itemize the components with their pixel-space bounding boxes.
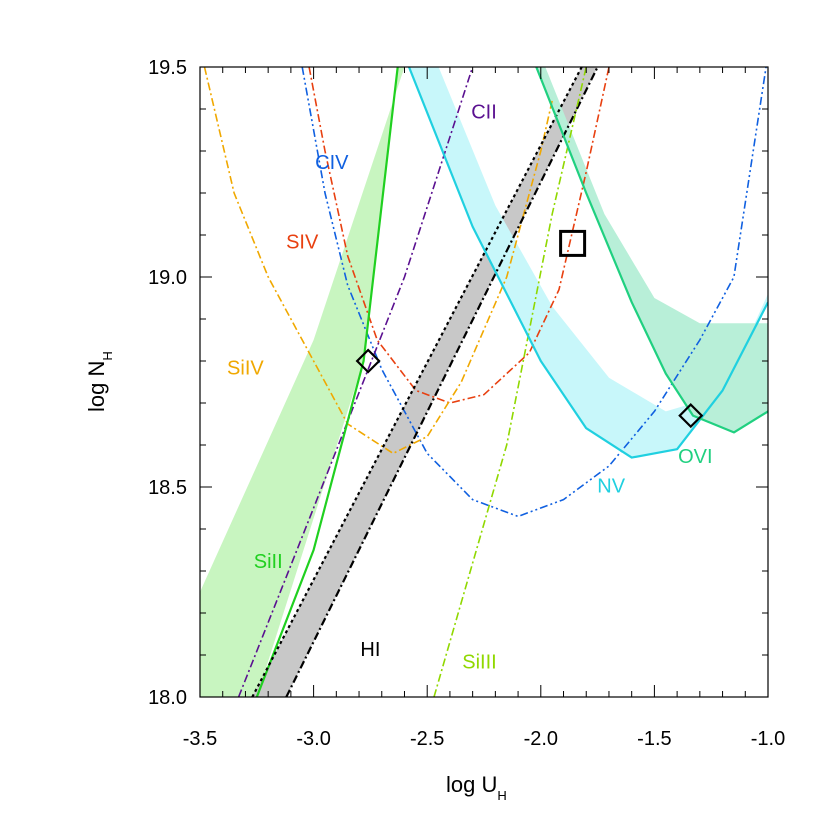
x-tick-label: -1.0 (751, 728, 785, 750)
series-line-ovi-9 (535, 67, 768, 434)
series-line-siii-4 (255, 67, 399, 697)
ticks-layer (199, 66, 769, 698)
x-tick-label: -3.5 (183, 728, 217, 750)
series-line-nv-8 (407, 67, 768, 459)
square-marker-2 (559, 229, 587, 257)
x-axis-label-sub: H (497, 788, 506, 803)
y-axis-label: log NH (84, 351, 115, 412)
diamond-marker-0 (355, 348, 381, 374)
series-layer (203, 67, 768, 697)
x-tick-label: -2.5 (410, 728, 444, 750)
series-line-hi-6 (285, 67, 599, 697)
y-tick-label: 18.5 (148, 477, 187, 499)
x-tick-label: -1.5 (637, 728, 671, 750)
x-tick-label: -3.0 (296, 728, 330, 750)
ticklabels-layer: -3.5 -3.0 -2.5 -2.0 -1.5 -1.0 18.0 18.5 19.0 19.5 (148, 57, 785, 750)
x-axis-label-main: log U (446, 772, 497, 797)
series-line-siiii-7 (433, 67, 587, 697)
series-line-civ-0 (301, 67, 767, 518)
series-line-hi-5 (251, 67, 583, 697)
band-siii-band (200, 67, 405, 697)
band-hi-band (252, 67, 598, 697)
labels-layer: CIV SIV SiIV CII SiII HI SiIII NV OVI (227, 101, 712, 673)
bands-layer (200, 67, 768, 697)
series-label-siv: SIV (286, 232, 319, 254)
plot-frame (199, 66, 769, 698)
y-tick-label: 18.0 (148, 687, 187, 709)
y-axis-label-main: log N (84, 361, 109, 412)
y-tick-label: 19.0 (148, 267, 187, 289)
series-label-cii: CII (471, 101, 497, 123)
series-label-siiv: SiIV (227, 358, 264, 380)
series-label-civ: CIV (315, 152, 349, 174)
series-line-cii-3 (237, 67, 474, 697)
series-label-siii: SiII (254, 551, 283, 573)
series-line-siv-1 (308, 67, 610, 404)
x-tick-label: -2.0 (524, 728, 558, 750)
y-axis-label-sub: H (100, 351, 115, 360)
diamond-marker-1 (678, 403, 704, 429)
y-tick-label: 19.5 (148, 57, 187, 79)
markers-layer (355, 229, 704, 429)
band-nv-band (409, 67, 768, 458)
series-label-nv: NV (597, 475, 625, 497)
series-label-siiii: SiIII (462, 652, 496, 674)
x-axis-label: log UH (446, 772, 507, 803)
series-label-ovi: OVI (678, 446, 712, 468)
series-label-hi: HI (360, 639, 380, 661)
band-ovi-band (536, 67, 768, 433)
